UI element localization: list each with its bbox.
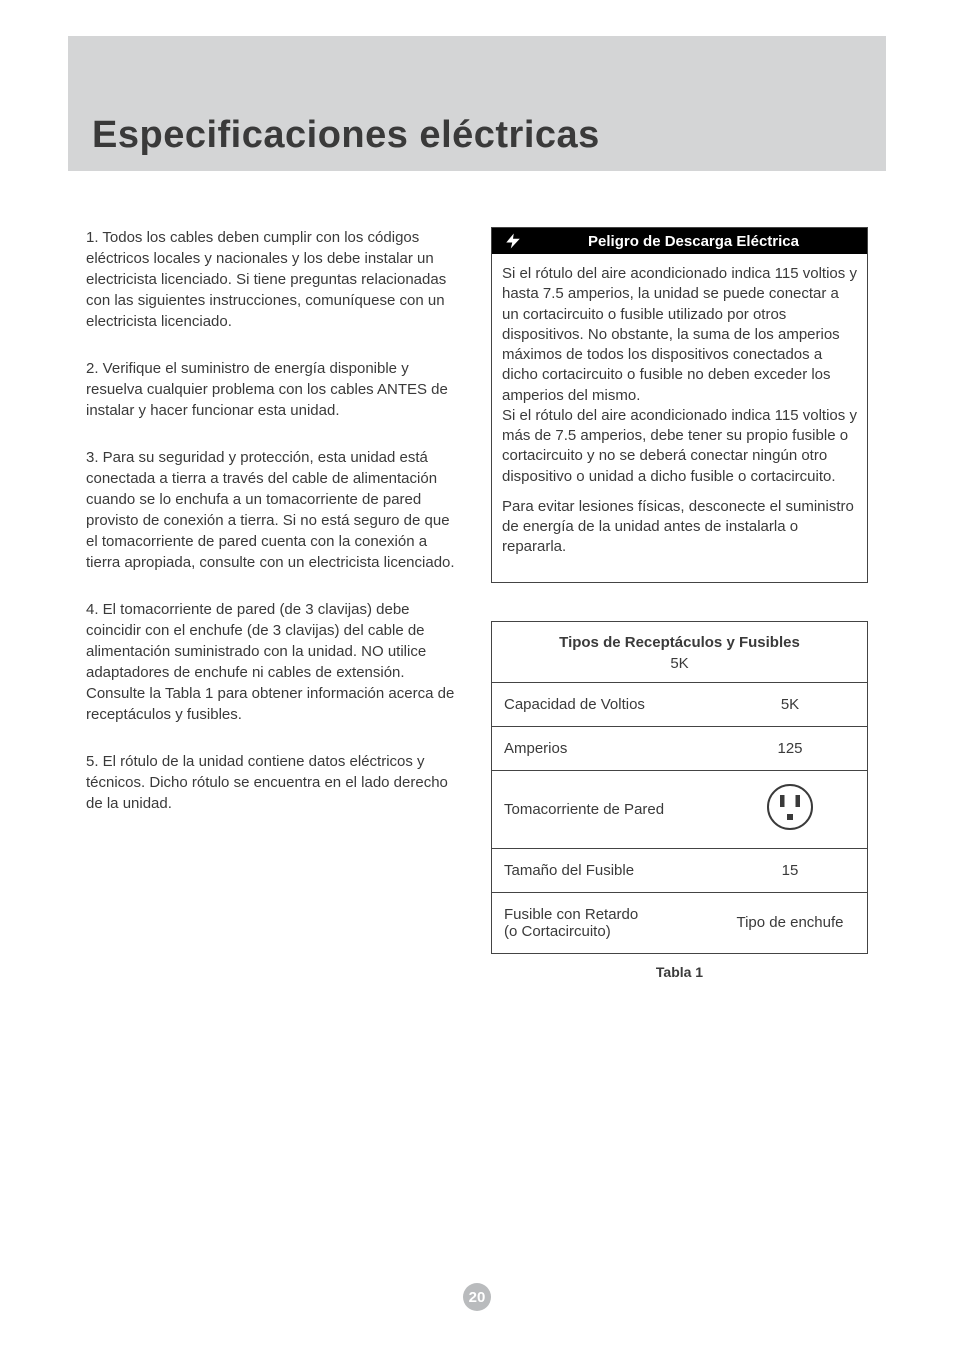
content-columns: 1. Todos los cables deben cumplir con lo…	[68, 171, 886, 980]
spec-table: Tipos de Receptáculos y Fusibles 5K Capa…	[491, 621, 868, 954]
warning-title: Peligro de Descarga Eléctrica	[556, 233, 857, 250]
spec-table-subtitle: 5K	[504, 655, 855, 672]
warning-paragraph-2: Para evitar lesiones físicas, desconecte…	[502, 497, 857, 558]
table-row: Tamaño del Fusible 15	[492, 849, 867, 893]
spec-table-title: Tipos de Receptáculos y Fusibles	[504, 634, 855, 651]
spec-table-wrapper: Tipos de Receptáculos y Fusibles 5K Capa…	[491, 621, 868, 980]
instruction-5: 5. El rótulo de la unidad contiene datos…	[86, 751, 463, 814]
left-column: 1. Todos los cables deben cumplir con lo…	[86, 227, 463, 980]
warning-box: Peligro de Descarga Eléctrica Si el rótu…	[491, 227, 868, 583]
warning-header: Peligro de Descarga Eléctrica	[492, 228, 867, 254]
outlet-icon	[765, 782, 815, 832]
row-label-fusible: Tamaño del Fusible	[504, 862, 725, 879]
row-label-voltios: Capacidad de Voltios	[504, 696, 725, 713]
table-row: Capacidad de Voltios 5K	[492, 683, 867, 727]
page-title: Especificaciones eléctricas	[92, 114, 600, 157]
row-value-amperios: 125	[725, 740, 855, 757]
row-value-voltios: 5K	[725, 696, 855, 713]
row-value-fusible: 15	[725, 862, 855, 879]
row-label-amperios: Amperios	[504, 740, 725, 757]
spec-table-header: Tipos de Receptáculos y Fusibles 5K	[492, 622, 867, 683]
table-row: Fusible con Retardo (o Cortacircuito) Ti…	[492, 893, 867, 953]
table-caption: Tabla 1	[491, 964, 868, 980]
instruction-4: 4. El tomacorriente de pared (de 3 clavi…	[86, 599, 463, 725]
header-band: Especificaciones eléctricas	[68, 36, 886, 171]
row-value-retardo: Tipo de enchufe	[725, 914, 855, 931]
table-row: Tomacorriente de Pared	[492, 771, 867, 849]
right-column: Peligro de Descarga Eléctrica Si el rótu…	[491, 227, 868, 980]
page-container: Especificaciones eléctricas 1. Todos los…	[0, 0, 954, 980]
row-label-tomacorriente: Tomacorriente de Pared	[504, 801, 725, 818]
row-value-outlet	[725, 782, 855, 836]
table-row: Amperios 125	[492, 727, 867, 771]
lightning-bolt-icon	[502, 232, 528, 250]
row-label-retardo: Fusible con Retardo (o Cortacircuito)	[504, 906, 725, 940]
page-number: 20	[463, 1283, 491, 1311]
warning-body: Si el rótulo del aire acondicionado indi…	[492, 254, 867, 582]
instruction-3: 3. Para su seguridad y protección, esta …	[86, 447, 463, 573]
warning-paragraph-1: Si el rótulo del aire acondicionado indi…	[502, 264, 857, 487]
instruction-1: 1. Todos los cables deben cumplir con lo…	[86, 227, 463, 332]
instruction-2: 2. Verifique el suministro de energía di…	[86, 358, 463, 421]
